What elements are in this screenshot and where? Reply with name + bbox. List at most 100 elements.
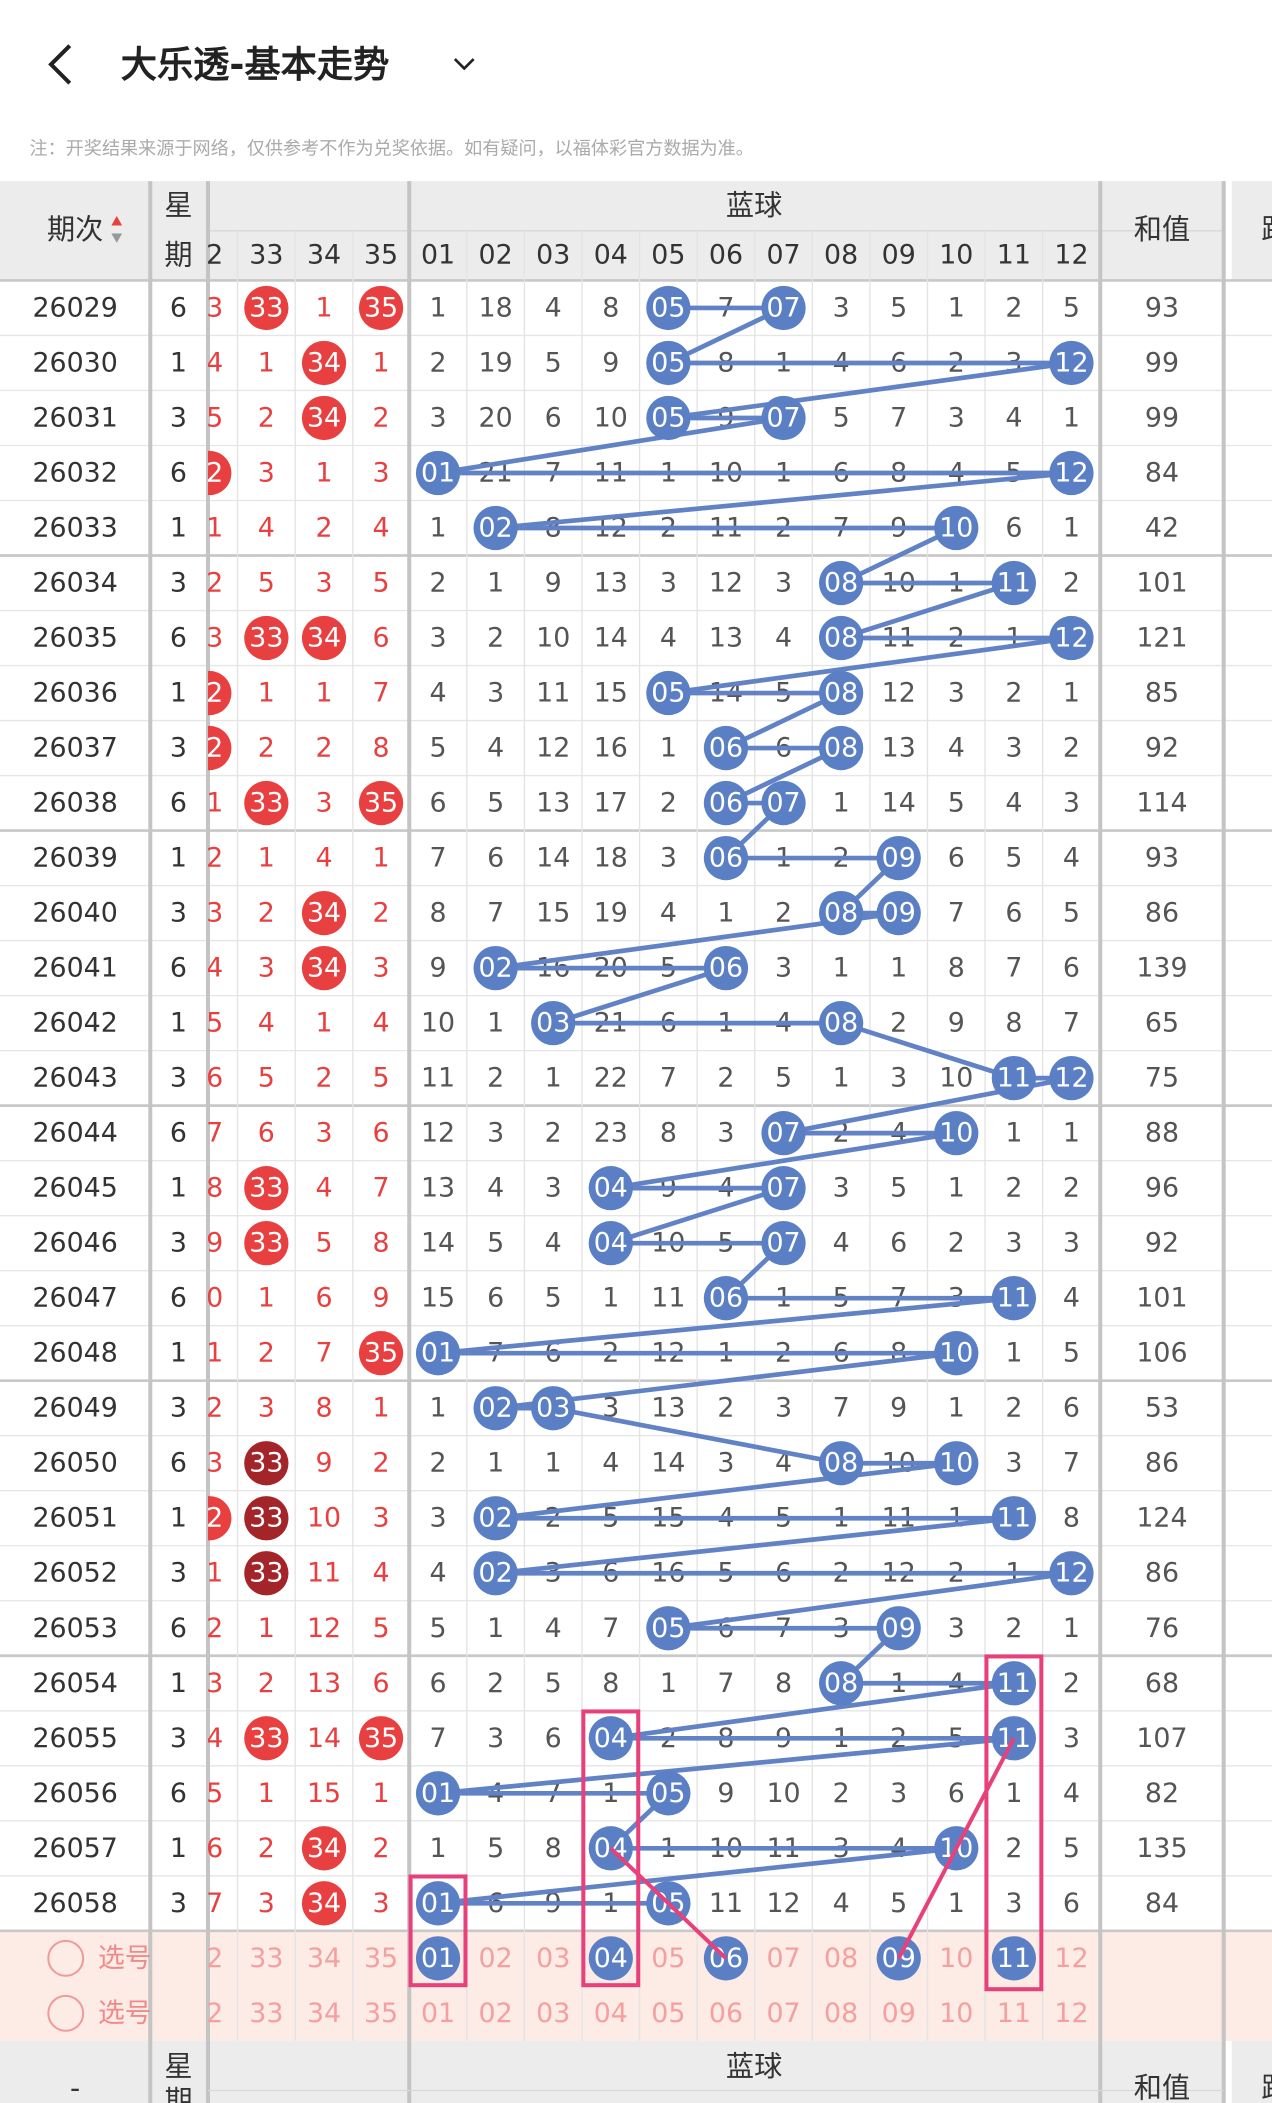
- period: 26029: [32, 292, 117, 323]
- red-cell: 2: [373, 1448, 390, 1479]
- trend-line: [668, 635, 1072, 696]
- red-ball: [301, 1826, 347, 1871]
- blue-cell: 11: [421, 1063, 455, 1094]
- blue-cell: 1: [890, 953, 907, 984]
- blue-cell: 4: [833, 1228, 850, 1259]
- footer-header: 蓝球: [726, 2050, 782, 2083]
- weekday: 6: [170, 788, 187, 819]
- blue-cell: 4: [1063, 1283, 1080, 1314]
- red-cell: 14: [307, 1723, 341, 1754]
- blue-ball-number: 03: [536, 1393, 570, 1424]
- blue-ball: [1049, 1551, 1094, 1596]
- blue-cell: 4: [660, 898, 677, 929]
- blue-cell: 10: [536, 623, 570, 654]
- sort-icon[interactable]: [111, 233, 123, 243]
- blue-column-header: 02: [479, 239, 513, 270]
- red-ball: [301, 890, 347, 936]
- blue-cell: 4: [429, 678, 446, 709]
- red-ball: [301, 340, 347, 386]
- blue-ball: [588, 1166, 633, 1211]
- select-label[interactable]: 选号: [98, 1998, 152, 2029]
- red-ball-number: 33: [249, 788, 283, 819]
- weekday: 1: [170, 1008, 187, 1039]
- trend-line: [610, 1185, 785, 1246]
- red-cell: 1: [315, 678, 332, 709]
- blue-ball: [818, 890, 864, 936]
- red-cell: 3: [315, 1118, 332, 1149]
- blue-ball: [761, 395, 806, 441]
- weekday: 3: [170, 1063, 187, 1094]
- red-cell: 13: [307, 1668, 341, 1699]
- blue-cell: 13: [421, 1173, 455, 1204]
- column-header: 期: [164, 238, 192, 271]
- period: 26031: [32, 402, 117, 433]
- period: 26054: [32, 1668, 117, 1699]
- blue-ball-number: 02: [479, 513, 513, 544]
- blue-cell: 17: [594, 788, 628, 819]
- select-blue-ball-number: 04: [594, 1943, 628, 1974]
- weekday: 6: [170, 1778, 187, 1809]
- red-ball-number: 33: [249, 623, 283, 654]
- blue-cell: 5: [890, 1173, 907, 1204]
- blue-cell: 1: [487, 1613, 504, 1644]
- red-cell: 1: [373, 843, 390, 874]
- red-ball: [358, 780, 404, 826]
- blue-cell: 4: [833, 1888, 850, 1919]
- sum: 106: [1136, 1338, 1187, 1369]
- blue-cell: 8: [1063, 1503, 1080, 1534]
- red-ball: [207, 725, 232, 771]
- red-cell: 2: [206, 843, 223, 874]
- red-ball: [244, 1441, 289, 1486]
- sum: 93: [1145, 292, 1179, 323]
- select-checkbox[interactable]: [47, 1939, 85, 1977]
- dropdown-icon[interactable]: [453, 58, 475, 71]
- blue-ball-number: 12: [1054, 623, 1088, 654]
- sum: 84: [1145, 1888, 1179, 1919]
- sum: 53: [1145, 1393, 1179, 1424]
- red-cell: 1: [315, 292, 332, 323]
- blue-cell: 4: [948, 733, 965, 764]
- select-label[interactable]: 选号: [98, 1943, 152, 1974]
- weekday: 1: [170, 1173, 187, 1204]
- sort-icon[interactable]: [111, 216, 123, 226]
- blue-cell: 2: [1005, 1833, 1022, 1864]
- red-ball: [244, 1221, 289, 1266]
- blue-cell: 5: [429, 1613, 446, 1644]
- red-cell: 7: [373, 1173, 390, 1204]
- red-ball-number: 33: [249, 1228, 283, 1259]
- weekday: 6: [170, 292, 187, 323]
- blue-ball-number: 07: [766, 292, 800, 323]
- blue-column-header: 04: [594, 239, 628, 270]
- weekday: 3: [170, 733, 187, 764]
- blue-cell: 2: [1063, 1173, 1080, 1204]
- back-button[interactable]: [48, 44, 72, 85]
- blue-column-header: 07: [766, 239, 800, 270]
- blue-cell: 6: [1063, 1888, 1080, 1919]
- blue-cell: 9: [429, 953, 446, 984]
- blue-cell: 3: [890, 1778, 907, 1809]
- blue-cell: 22: [594, 1063, 628, 1094]
- red-cell: 9: [373, 1283, 390, 1314]
- blue-ball-number: 01: [421, 457, 455, 488]
- select-checkbox[interactable]: [47, 1994, 85, 2032]
- blue-cell: 8: [545, 1833, 562, 1864]
- weekday: 6: [170, 1283, 187, 1314]
- blue-cell: 15: [421, 1283, 455, 1314]
- blue-ball: [818, 1441, 864, 1486]
- blue-cell: 5: [545, 1283, 562, 1314]
- column-header[interactable]: 期次: [47, 213, 103, 246]
- period: 26051: [32, 1503, 117, 1534]
- blue-cell: 2: [487, 1668, 504, 1699]
- red-ball: [207, 1496, 232, 1541]
- red-cell: 3: [206, 1448, 223, 1479]
- blue-ball: [1049, 615, 1094, 661]
- blue-cell: 5: [487, 788, 504, 819]
- blue-ball: [818, 670, 864, 716]
- blue-cell: 7: [429, 843, 446, 874]
- page-title[interactable]: 大乐透-基本走势: [121, 43, 390, 86]
- blue-ball: [991, 1276, 1037, 1321]
- blue-cell: 2: [1005, 1393, 1022, 1424]
- blue-ball-number: 07: [766, 1173, 800, 1204]
- blue-cell: 5: [1063, 898, 1080, 929]
- sum: 107: [1136, 1723, 1187, 1754]
